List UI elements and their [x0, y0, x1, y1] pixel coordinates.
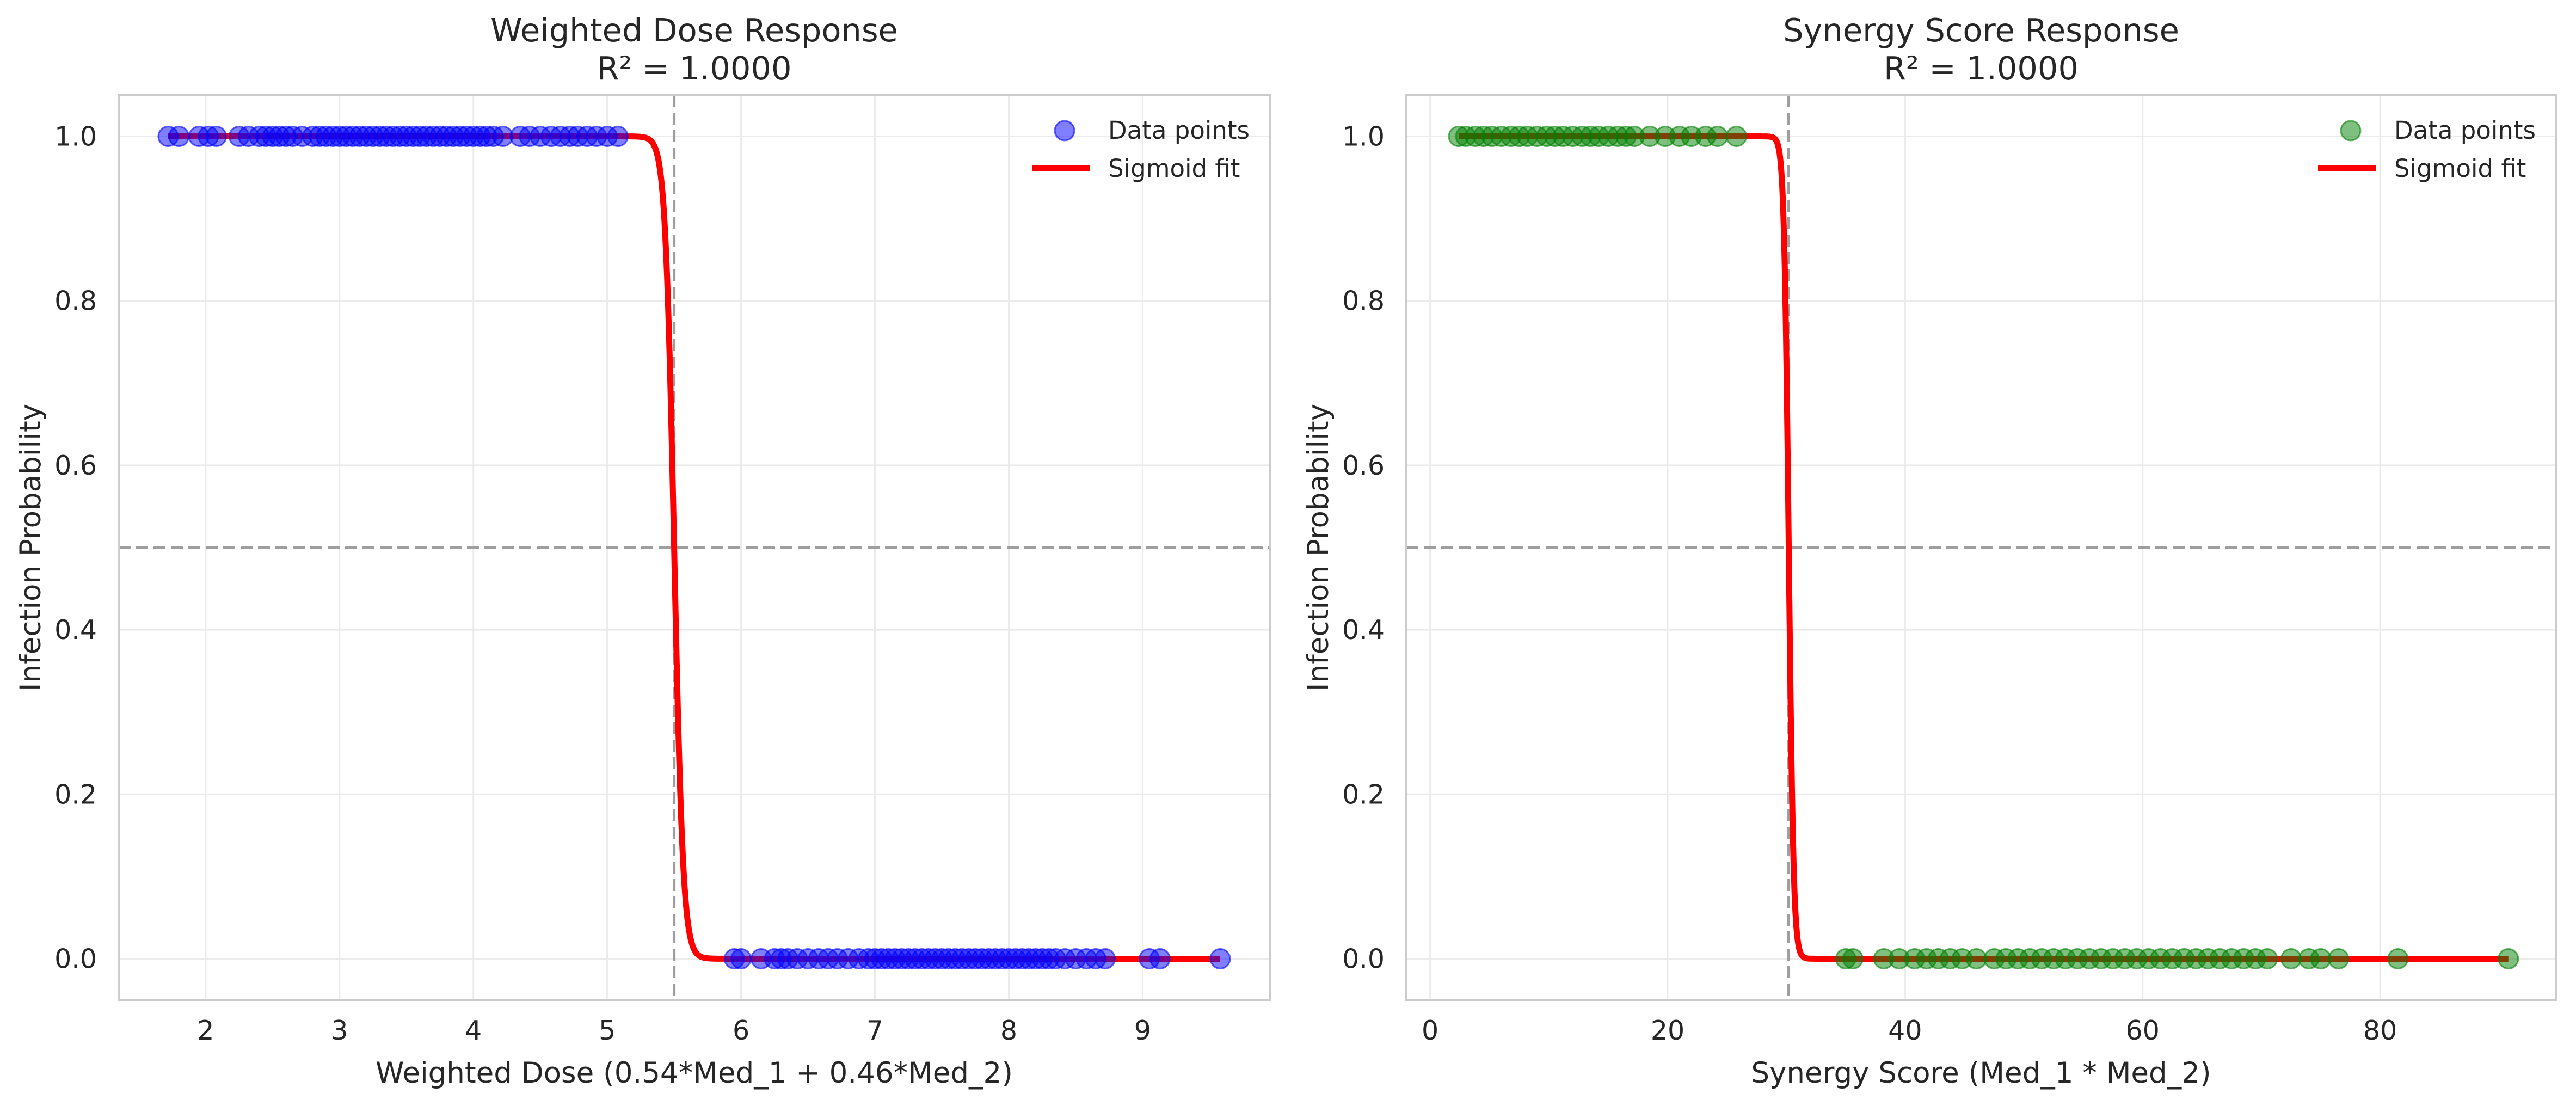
x-tick-label: 4	[465, 1015, 482, 1046]
reference-lines	[119, 95, 1270, 1000]
data-point	[2387, 948, 2409, 969]
x-tick-label: 40	[1888, 1015, 1922, 1046]
y-tick-labels: 0.0 0.2 0.4 0.6 0.8 1.0	[54, 121, 97, 975]
plot-frame	[1405, 94, 2557, 1001]
y-tick-label: 0.2	[54, 779, 97, 810]
data-point	[1965, 948, 1987, 969]
data-points-layer	[157, 126, 1231, 969]
x-tick-label: 0	[1422, 1015, 1438, 1046]
y-tick-label: 1.0	[1342, 121, 1385, 152]
legend-marker-data-points	[2340, 120, 2362, 142]
y-tick-label: 0.6	[1342, 450, 1385, 481]
y-axis-label: Infection Probability	[1302, 404, 1335, 691]
x-tick-label: 80	[2363, 1015, 2397, 1046]
data-point	[2310, 948, 2332, 969]
reference-lines	[1406, 95, 2556, 1000]
data-point	[607, 126, 629, 148]
data-point	[1149, 948, 1171, 969]
legend: Data points Sigmoid fit	[1032, 116, 1250, 183]
data-point	[1209, 948, 1231, 969]
weighted-dose-panel: 2 3 4 5 6 7 8 9 0.0 0.2 0.4 0.6 0.8 1.0 Weighted Dos…	[14, 11, 1271, 1090]
legend-label-sigmoid-fit: Sigmoid fit	[2394, 154, 2526, 183]
legend: Data points Sigmoid fit	[2318, 116, 2536, 183]
x-tick-label: 8	[1000, 1015, 1017, 1046]
legend-label-data-points: Data points	[2394, 116, 2536, 145]
x-tick-label: 3	[331, 1015, 348, 1046]
data-point	[2328, 948, 2350, 969]
data-point	[2280, 948, 2302, 969]
data-point	[206, 126, 228, 148]
x-tick-labels: 0 20 40 60 80	[1422, 1015, 2397, 1046]
y-tick-label: 0.8	[1342, 286, 1385, 317]
x-tick-label: 2	[197, 1015, 214, 1046]
x-tick-labels: 2 3 4 5 6 7 8 9	[197, 1015, 1151, 1046]
y-tick-label: 0.4	[1342, 615, 1385, 646]
synergy-score-panel: 0 20 40 60 80 0.0 0.2 0.4 0.6 0.8 1.0 Synergy Sco…	[1302, 11, 2557, 1090]
data-point	[2257, 948, 2278, 969]
y-tick-label: 1.0	[54, 121, 97, 152]
x-tick-label: 5	[599, 1015, 616, 1046]
chart-subtitle: R² = 1.0000	[1884, 50, 2079, 87]
y-tick-label: 0.6	[54, 450, 97, 481]
chart-title: Weighted Dose Response	[490, 11, 898, 49]
chart-title: Synergy Score Response	[1783, 11, 2179, 49]
x-axis-label: Synergy Score (Med_1 * Med_2)	[1751, 1056, 2211, 1090]
plot-frame	[118, 94, 1271, 1001]
data-point	[168, 126, 190, 148]
data-point	[1726, 126, 1748, 148]
chart-subtitle: R² = 1.0000	[597, 50, 791, 87]
y-tick-label: 0.8	[54, 286, 97, 317]
y-axis-label: Infection Probability	[14, 404, 47, 691]
data-point	[730, 948, 752, 969]
x-axis-label: Weighted Dose (0.54*Med_1 + 0.46*Med_2)	[376, 1056, 1013, 1090]
x-tick-label: 6	[733, 1015, 749, 1046]
y-tick-label: 0.0	[54, 943, 97, 974]
data-point	[2498, 948, 2519, 969]
legend-label-data-points: Data points	[1108, 116, 1250, 145]
data-point	[1842, 948, 1864, 969]
x-tick-label: 20	[1651, 1015, 1684, 1046]
data-point	[1707, 126, 1729, 148]
legend-label-sigmoid-fit: Sigmoid fit	[1108, 154, 1240, 183]
x-tick-label: 9	[1134, 1015, 1151, 1046]
x-tick-label: 60	[2126, 1015, 2160, 1046]
y-tick-label: 0.0	[1342, 943, 1385, 974]
legend-marker-data-points	[1054, 120, 1075, 142]
x-tick-label: 7	[866, 1015, 883, 1046]
y-tick-label: 0.4	[54, 615, 97, 646]
data-points-layer	[1448, 126, 2519, 969]
y-tick-label: 0.2	[1342, 779, 1385, 810]
y-tick-labels: 0.0 0.2 0.4 0.6 0.8 1.0	[1342, 121, 1385, 975]
data-point	[1095, 948, 1116, 969]
